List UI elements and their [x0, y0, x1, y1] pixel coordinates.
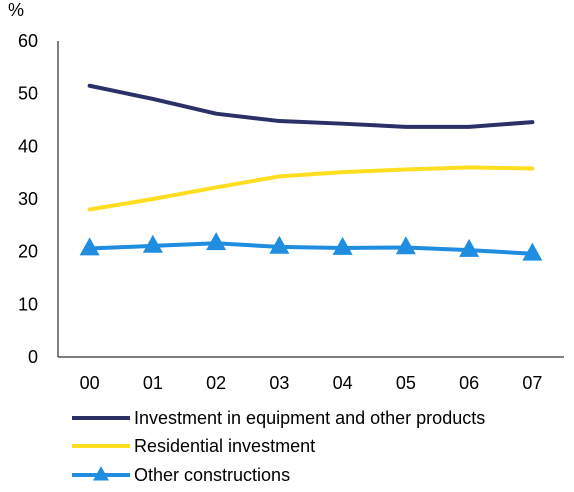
y-tick-label: 40 [18, 136, 38, 156]
data-point-marker [459, 238, 480, 257]
legend-marker-2 [93, 466, 109, 481]
data-point-marker [332, 236, 353, 255]
x-tick-label: 02 [206, 373, 226, 393]
x-tick-label: 00 [80, 373, 100, 393]
y-tick-label: 60 [18, 31, 38, 51]
data-point-marker [395, 236, 416, 255]
y-axis-unit-label: % [8, 0, 24, 20]
x-axis-ticks: 00 01 02 03 04 05 06 07 [80, 373, 543, 393]
x-tick-label: 05 [396, 373, 416, 393]
legend: Investment in equipment and other produc… [72, 408, 485, 485]
x-tick-label: 04 [333, 373, 353, 393]
series-line-0 [87, 83, 535, 129]
legend-label-0: Investment in equipment and other produc… [134, 408, 485, 428]
series-markers [79, 232, 543, 261]
series-line-2 [87, 241, 535, 256]
x-tick-label: 06 [459, 373, 479, 393]
data-point-marker [79, 237, 100, 256]
data-point-marker [206, 232, 227, 251]
x-tick-label: 01 [143, 373, 163, 393]
x-tick-label: 03 [269, 373, 289, 393]
y-tick-label: 30 [18, 189, 38, 209]
data-point-marker [142, 234, 163, 253]
legend-label-1: Residential investment [134, 436, 315, 456]
axes [57, 41, 564, 358]
series-line-1 [87, 165, 535, 212]
legend-label-2: Other constructions [134, 465, 290, 485]
y-axis-ticks: 0 10 20 30 40 50 60 [18, 31, 38, 367]
series-lines [87, 83, 535, 256]
x-tick-label: 07 [522, 373, 542, 393]
data-point-marker [269, 235, 290, 254]
y-tick-label: 50 [18, 84, 38, 104]
y-tick-label: 0 [28, 347, 38, 367]
y-tick-label: 20 [18, 242, 38, 262]
y-tick-label: 10 [18, 294, 38, 314]
data-point-marker [522, 242, 543, 261]
